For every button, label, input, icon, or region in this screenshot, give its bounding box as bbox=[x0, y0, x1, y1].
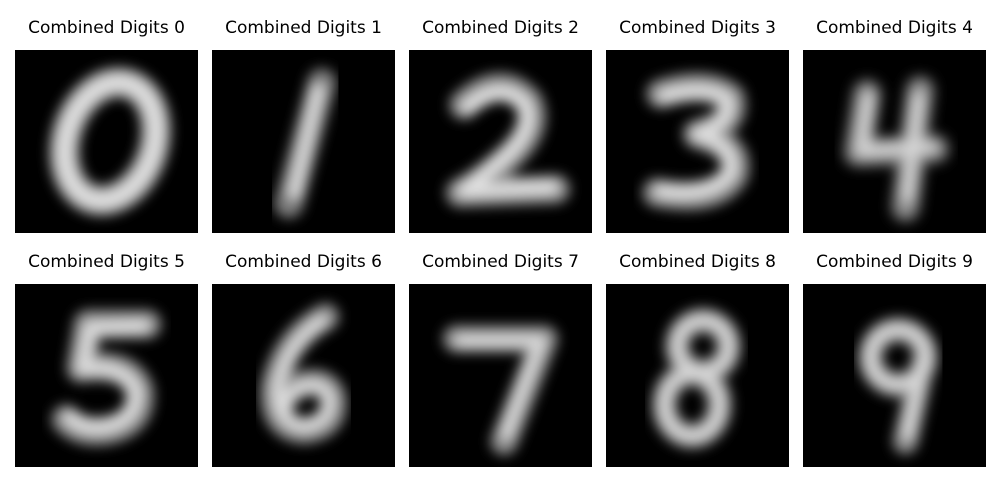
digit-9-image bbox=[803, 284, 986, 467]
panel-title: Combined Digits 2 bbox=[422, 18, 579, 38]
digit-5-image bbox=[15, 284, 198, 467]
panel-title: Combined Digits 6 bbox=[225, 252, 382, 272]
panel-title: Combined Digits 7 bbox=[422, 252, 579, 272]
digit-8-image bbox=[606, 284, 789, 467]
digit-4-image bbox=[803, 50, 986, 233]
panel-title: Combined Digits 9 bbox=[816, 252, 973, 272]
digit-7-image bbox=[409, 284, 592, 467]
panel-title: Combined Digits 4 bbox=[816, 18, 973, 38]
panel-title: Combined Digits 0 bbox=[28, 18, 185, 38]
digit-2-image bbox=[409, 50, 592, 233]
digit-3-image bbox=[606, 50, 789, 233]
digit-0-image bbox=[15, 50, 198, 233]
digit-6-image bbox=[212, 284, 395, 467]
panel-title: Combined Digits 5 bbox=[28, 252, 185, 272]
digit-1-image bbox=[212, 50, 395, 233]
panel-title: Combined Digits 8 bbox=[619, 252, 776, 272]
panel-title: Combined Digits 3 bbox=[619, 18, 776, 38]
panel-title: Combined Digits 1 bbox=[225, 18, 382, 38]
